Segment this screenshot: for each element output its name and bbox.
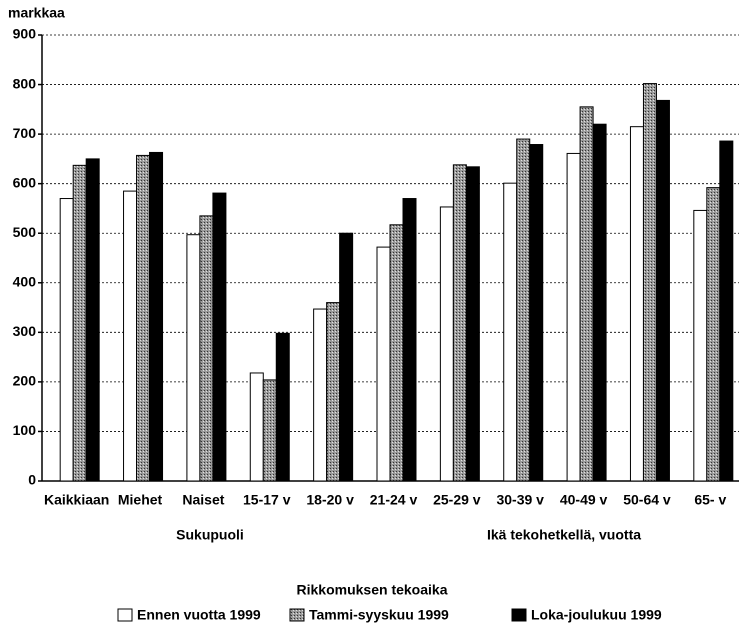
x-tick-label: 18-20 v [306, 492, 354, 508]
bar [402, 198, 417, 482]
bar [212, 192, 227, 482]
y-tick-label: 800 [13, 75, 37, 91]
legend-label: Tammi-syyskuu 1999 [309, 607, 449, 623]
x-tick-label: Kaikkiaan [44, 492, 109, 508]
bar [566, 152, 581, 482]
x-tick-label: Naiset [182, 492, 224, 508]
x-tick-label: 25-29 v [433, 492, 481, 508]
bar [516, 138, 531, 482]
y-tick-label: 0 [28, 472, 36, 488]
bar [389, 224, 404, 482]
bar [339, 232, 354, 482]
legend-label: Ennen vuotta 1999 [137, 607, 261, 623]
bar [123, 190, 138, 482]
bar [655, 99, 670, 482]
bar [275, 332, 290, 482]
x-tick-label: 50-64 v [623, 492, 671, 508]
y-tick-label: 700 [13, 125, 37, 141]
y-tick-label: 900 [13, 26, 37, 42]
y-tick-label: 400 [13, 273, 37, 289]
bar [439, 206, 454, 482]
bar [85, 158, 100, 482]
bar [465, 166, 480, 482]
x-tick-label: 30-39 v [496, 492, 544, 508]
legend-title: Rikkomuksen tekoaika [297, 582, 448, 598]
bar [199, 215, 214, 482]
bar [59, 198, 74, 482]
y-tick-label: 300 [13, 323, 37, 339]
bar [529, 144, 544, 482]
group-label: Ikä tekohetkellä, vuotta [487, 527, 641, 543]
bar [629, 126, 644, 482]
bar [186, 234, 201, 482]
legend-swatch [289, 608, 305, 622]
y-axis-label: markkaa [8, 5, 65, 21]
bar [642, 83, 657, 482]
bar [72, 164, 87, 482]
bar [579, 106, 594, 482]
x-tick-label: 65- v [694, 492, 726, 508]
y-tick-label: 200 [13, 373, 37, 389]
bar [149, 151, 164, 482]
legend-swatch [117, 608, 133, 622]
x-tick-label: 15-17 v [243, 492, 291, 508]
group-label: Sukupuoli [176, 527, 244, 543]
x-tick-label: Miehet [118, 492, 163, 508]
bar [452, 164, 467, 482]
bar [503, 182, 518, 482]
x-tick-label: 40-49 v [560, 492, 608, 508]
y-tick-label: 100 [13, 422, 37, 438]
bar [592, 123, 607, 482]
legend-swatch [511, 608, 527, 622]
legend-label: Loka-joulukuu 1999 [531, 607, 662, 623]
bar [693, 209, 708, 482]
bar [313, 308, 328, 482]
y-tick-label: 600 [13, 174, 37, 190]
bar [249, 372, 264, 482]
bar [136, 154, 151, 482]
bar [262, 379, 277, 482]
bar [706, 187, 721, 482]
x-tick-label: 21-24 v [370, 492, 418, 508]
y-tick-label: 500 [13, 224, 37, 240]
bar [376, 246, 391, 482]
bar [719, 140, 734, 482]
bar [326, 302, 341, 482]
